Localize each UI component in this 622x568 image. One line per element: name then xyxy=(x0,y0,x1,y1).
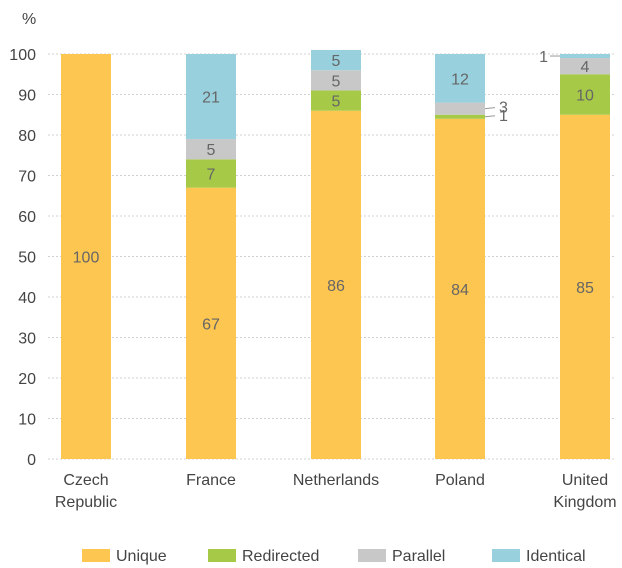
data-label-redirected-4: 10 xyxy=(576,88,594,105)
y-tick-label-100: 100 xyxy=(9,47,36,64)
legend-label-parallel: Parallel xyxy=(392,548,445,565)
bar-segment-identical-2 xyxy=(311,49,361,71)
data-label-parallel-3: 3 xyxy=(499,100,508,117)
data-label-parallel-4: 4 xyxy=(581,59,590,76)
data-label-unique-2: 86 xyxy=(327,278,345,295)
bar-segment-redirected-1 xyxy=(186,159,236,188)
legend-swatch-parallel xyxy=(358,549,386,562)
bar-segment-unique-0 xyxy=(61,54,111,459)
y-tick-label-10: 10 xyxy=(18,412,36,429)
legend-swatch-unique xyxy=(82,549,110,562)
leader-line-parallel-3 xyxy=(484,107,496,110)
bar-segment-unique-2 xyxy=(311,110,361,459)
y-tick-label-40: 40 xyxy=(18,290,36,307)
data-label-identical-1: 21 xyxy=(202,90,220,107)
legend-label-unique: Unique xyxy=(116,548,167,565)
y-tick-label-50: 50 xyxy=(18,250,36,267)
y-tick-label-70: 70 xyxy=(18,169,36,186)
bar-segment-redirected-2 xyxy=(311,90,361,111)
bar-segment-redirected-3 xyxy=(435,114,485,119)
bar-segment-identical-4 xyxy=(560,54,610,59)
bar-segment-parallel-1 xyxy=(186,139,236,160)
data-label-parallel-2: 5 xyxy=(332,73,341,90)
leader-line-redirected-3 xyxy=(484,115,496,118)
category-label-4-1: Kingdom xyxy=(553,494,616,511)
bar-segment-unique-3 xyxy=(435,118,485,460)
bar-segment-parallel-2 xyxy=(311,70,361,91)
bar-segment-identical-3 xyxy=(435,54,485,103)
data-label-unique-1: 67 xyxy=(202,316,220,333)
legend-swatch-redirected xyxy=(208,549,236,562)
category-label-4-0: United xyxy=(562,472,608,489)
category-label-0-1: Republic xyxy=(55,494,117,511)
category-label-1-0: France xyxy=(186,472,236,489)
category-label-2-0: Netherlands xyxy=(293,472,379,489)
y-tick-label-60: 60 xyxy=(18,209,36,226)
data-label-redirected-2: 5 xyxy=(332,94,341,111)
data-label-redirected-3: 1 xyxy=(499,108,508,125)
bar-segment-parallel-4 xyxy=(560,58,610,75)
data-label-parallel-1: 5 xyxy=(207,142,216,159)
bar-segment-parallel-3 xyxy=(435,102,485,115)
bar-segment-unique-4 xyxy=(560,114,610,459)
data-label-unique-4: 85 xyxy=(576,280,594,297)
y-tick-label-90: 90 xyxy=(18,88,36,105)
legend-swatch-identical xyxy=(492,549,520,562)
data-label-unique-3: 84 xyxy=(451,282,469,299)
category-label-0-0: Czech xyxy=(63,472,108,489)
data-label-redirected-1: 7 xyxy=(207,166,216,183)
bar-segment-redirected-4 xyxy=(560,74,610,115)
y-axis-unit-label: % xyxy=(22,11,36,28)
y-tick-label-0: 0 xyxy=(27,452,36,469)
y-tick-label-80: 80 xyxy=(18,128,36,145)
data-label-identical-3: 12 xyxy=(451,71,469,88)
legend-label-redirected: Redirected xyxy=(242,548,319,565)
legend-label-identical: Identical xyxy=(526,548,586,565)
data-label-unique-0: 100 xyxy=(73,250,100,267)
category-label-3-0: Poland xyxy=(435,472,485,489)
y-tick-label-20: 20 xyxy=(18,371,36,388)
bar-segment-identical-1 xyxy=(186,54,236,140)
y-tick-label-30: 30 xyxy=(18,331,36,348)
data-label-identical-4: 1 xyxy=(539,49,548,66)
bar-segment-unique-1 xyxy=(186,187,236,459)
data-label-identical-2: 5 xyxy=(332,53,341,70)
